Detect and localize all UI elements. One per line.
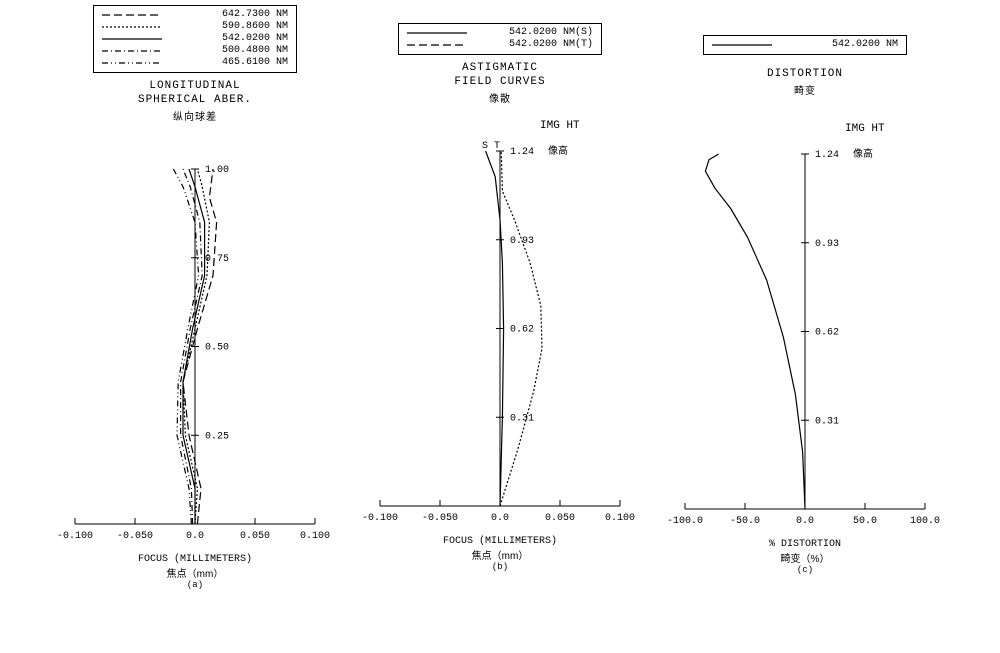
legend-row: 542.0200 NM(T)	[407, 39, 593, 51]
svg-text:IMG HT: IMG HT	[540, 120, 580, 132]
xlabel-b: FOCUS (MILLIMETERS)	[443, 536, 557, 547]
xlabel-a: FOCUS (MILLIMETERS)	[138, 554, 252, 565]
svg-text:0.31: 0.31	[510, 413, 534, 424]
svg-text:0.93: 0.93	[815, 239, 839, 250]
svg-text:1.24: 1.24	[815, 150, 839, 161]
legend-row: 642.7300 NM	[102, 9, 288, 21]
legend-row: 542.0200 NM	[102, 33, 288, 45]
legend-row: 465.6100 NM	[102, 57, 288, 69]
legend-a: 642.7300 NM590.8600 NM542.0200 NM500.480…	[93, 5, 297, 73]
svg-text:1.24: 1.24	[510, 147, 534, 158]
xlabel-a-cn: 焦点（mm）	[167, 565, 224, 580]
svg-text:0.75: 0.75	[205, 254, 229, 265]
svg-text:0.62: 0.62	[510, 325, 534, 336]
legend-row: 590.8600 NM	[102, 21, 288, 33]
svg-text:0.0: 0.0	[186, 531, 204, 542]
svg-text:0.050: 0.050	[545, 513, 575, 524]
svg-text:-0.100: -0.100	[362, 513, 398, 524]
legend-b: 542.0200 NM(S)542.0200 NM(T)	[398, 23, 602, 55]
legend-row: 500.4800 NM	[102, 45, 288, 57]
xlabel-c-cn: 畸变（%）	[781, 550, 830, 565]
svg-text:像高: 像高	[548, 144, 568, 157]
svg-text:50.0: 50.0	[853, 516, 877, 527]
sub-b: (b)	[492, 562, 508, 572]
svg-text:0.050: 0.050	[240, 531, 270, 542]
legend-label: 542.0200 NM	[168, 33, 288, 45]
svg-text:-100.0: -100.0	[667, 516, 703, 527]
plot-c: -100.0 -50.0 0.0 50.0 100.0 0.31 0.62 0.93 1.24 I…	[665, 109, 945, 539]
legend-label: 465.6100 NM	[168, 57, 288, 69]
svg-text:-0.050: -0.050	[117, 531, 153, 542]
svg-text:像高: 像高	[853, 147, 873, 160]
svg-text:S: S	[482, 141, 488, 152]
title-c-cn: 畸变	[794, 82, 816, 97]
title-c-1: DISTORTION	[767, 68, 843, 80]
legend-label: 642.7300 NM	[168, 9, 288, 21]
title-b-1: ASTIGMATIC	[462, 62, 538, 74]
svg-text:0.50: 0.50	[205, 343, 229, 354]
panel-b: 542.0200 NM(S)542.0200 NM(T) ASTIGMATIC …	[360, 5, 640, 590]
title-b-cn: 像散	[489, 90, 511, 105]
title-a-1: LONGITUDINAL	[149, 80, 240, 92]
legend-c: 542.0200 NM	[703, 35, 907, 55]
svg-text:0.0: 0.0	[491, 513, 509, 524]
sub-a: (a)	[187, 580, 203, 590]
svg-text:-50.0: -50.0	[730, 516, 760, 527]
title-a-cn: 纵向球差	[173, 108, 217, 123]
svg-text:1.00: 1.00	[205, 165, 229, 176]
svg-text:100.0: 100.0	[910, 516, 940, 527]
plot-a: -0.100 -0.050 0.0 0.050 0.100 0.25 0.50 0.75 1.0…	[55, 124, 335, 554]
panel-c: 542.0200 NM DISTORTION 畸变 -100.0 -50.0 0.0…	[665, 5, 945, 590]
panel-a: 642.7300 NM590.8600 NM542.0200 NM500.480…	[55, 5, 335, 590]
svg-text:IMG HT: IMG HT	[845, 123, 885, 135]
chart-container: 642.7300 NM590.8600 NM542.0200 NM500.480…	[5, 5, 995, 590]
svg-text:0.100: 0.100	[605, 513, 635, 524]
svg-text:0.31: 0.31	[815, 416, 839, 427]
title-a-2: SPHERICAL ABER.	[138, 94, 252, 106]
title-b-2: FIELD CURVES	[454, 76, 545, 88]
legend-row: 542.0200 NM	[712, 39, 898, 51]
svg-text:-0.100: -0.100	[57, 531, 93, 542]
plot-b: -0.100-0.0500.00.0500.1000.310.620.931.2…	[360, 106, 640, 536]
legend-label: 542.0200 NM(S)	[473, 27, 593, 39]
xlabel-b-cn: 焦点（mm）	[472, 547, 529, 562]
sub-c: (c)	[797, 565, 813, 575]
legend-row: 542.0200 NM(S)	[407, 27, 593, 39]
legend-label: 500.4800 NM	[168, 45, 288, 57]
svg-text:0.100: 0.100	[300, 531, 330, 542]
legend-label: 542.0200 NM(T)	[473, 39, 593, 51]
svg-text:0.62: 0.62	[815, 328, 839, 339]
svg-text:-0.050: -0.050	[422, 513, 458, 524]
svg-text:0.0: 0.0	[796, 516, 814, 527]
legend-label: 542.0200 NM	[778, 39, 898, 51]
svg-text:T: T	[494, 141, 500, 152]
legend-label: 590.8600 NM	[168, 21, 288, 33]
xlabel-c: % DISTORTION	[769, 539, 841, 550]
svg-text:0.25: 0.25	[205, 431, 229, 442]
